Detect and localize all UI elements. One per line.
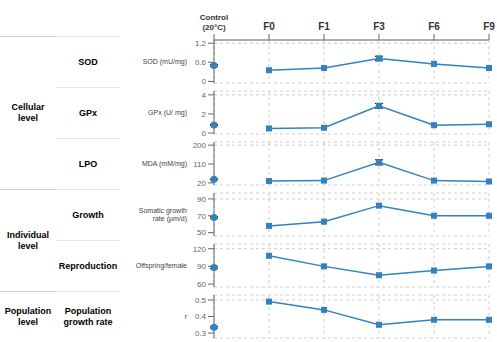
svg-text:GPx (U/ mg): GPx (U/ mg) <box>148 108 187 116</box>
html-text:LPO: LPO <box>78 158 98 169</box>
html-text:Population level: Population level <box>4 306 52 327</box>
svg-text:20: 20 <box>197 179 206 188</box>
svg-text:Control(20°C): Control(20°C) <box>200 13 228 32</box>
html-text:Growth: Growth <box>72 209 104 220</box>
svg-text:50: 50 <box>197 228 206 237</box>
svg-text:0: 0 <box>202 129 207 138</box>
svg-text:1.2: 1.2 <box>195 39 207 48</box>
html-text:Individual level: Individual level <box>7 229 49 251</box>
svg-text:r: r <box>185 312 188 319</box>
svg-text:F1: F1 <box>318 21 330 32</box>
svg-text:4: 4 <box>202 91 207 100</box>
svg-text:F3: F3 <box>373 21 385 32</box>
svg-text:0.3: 0.3 <box>195 329 207 338</box>
html-text:Cellular level: Cellular level <box>11 102 45 123</box>
svg-text:200: 200 <box>193 141 207 150</box>
svg-text:70: 70 <box>197 212 206 221</box>
svg-text:0.4: 0.4 <box>195 312 207 321</box>
svg-text:F9: F9 <box>483 21 489 32</box>
html-text:GPx: GPx <box>79 107 97 118</box>
svg-text:60: 60 <box>197 280 206 289</box>
svg-text:90: 90 <box>197 195 206 204</box>
svg-text:MDA (mM/mg): MDA (mM/mg) <box>142 159 187 167</box>
svg-text:120: 120 <box>193 245 207 254</box>
svg-text:110: 110 <box>193 160 206 169</box>
svg-text:0.6: 0.6 <box>195 58 207 67</box>
svg-text:0: 0 <box>202 77 207 86</box>
html-text:SOD: SOD <box>78 56 98 67</box>
svg-text:Offspring/female: Offspring/female <box>136 261 187 269</box>
html-text:Population growth rate: Population growth rate <box>63 306 113 327</box>
svg-text:SOD (mU/mg): SOD (mU/mg) <box>143 57 187 65</box>
html-text:Reproduction: Reproduction <box>58 260 118 271</box>
svg-text:2: 2 <box>202 110 207 119</box>
svg-text:90: 90 <box>197 262 206 271</box>
svg-text:F6: F6 <box>428 21 440 32</box>
svg-text:F0: F0 <box>263 21 275 32</box>
svg-text:Somatic growthrate (μm/d): Somatic growthrate (μm/d) <box>139 206 187 222</box>
svg-text:0.5: 0.5 <box>195 296 207 305</box>
